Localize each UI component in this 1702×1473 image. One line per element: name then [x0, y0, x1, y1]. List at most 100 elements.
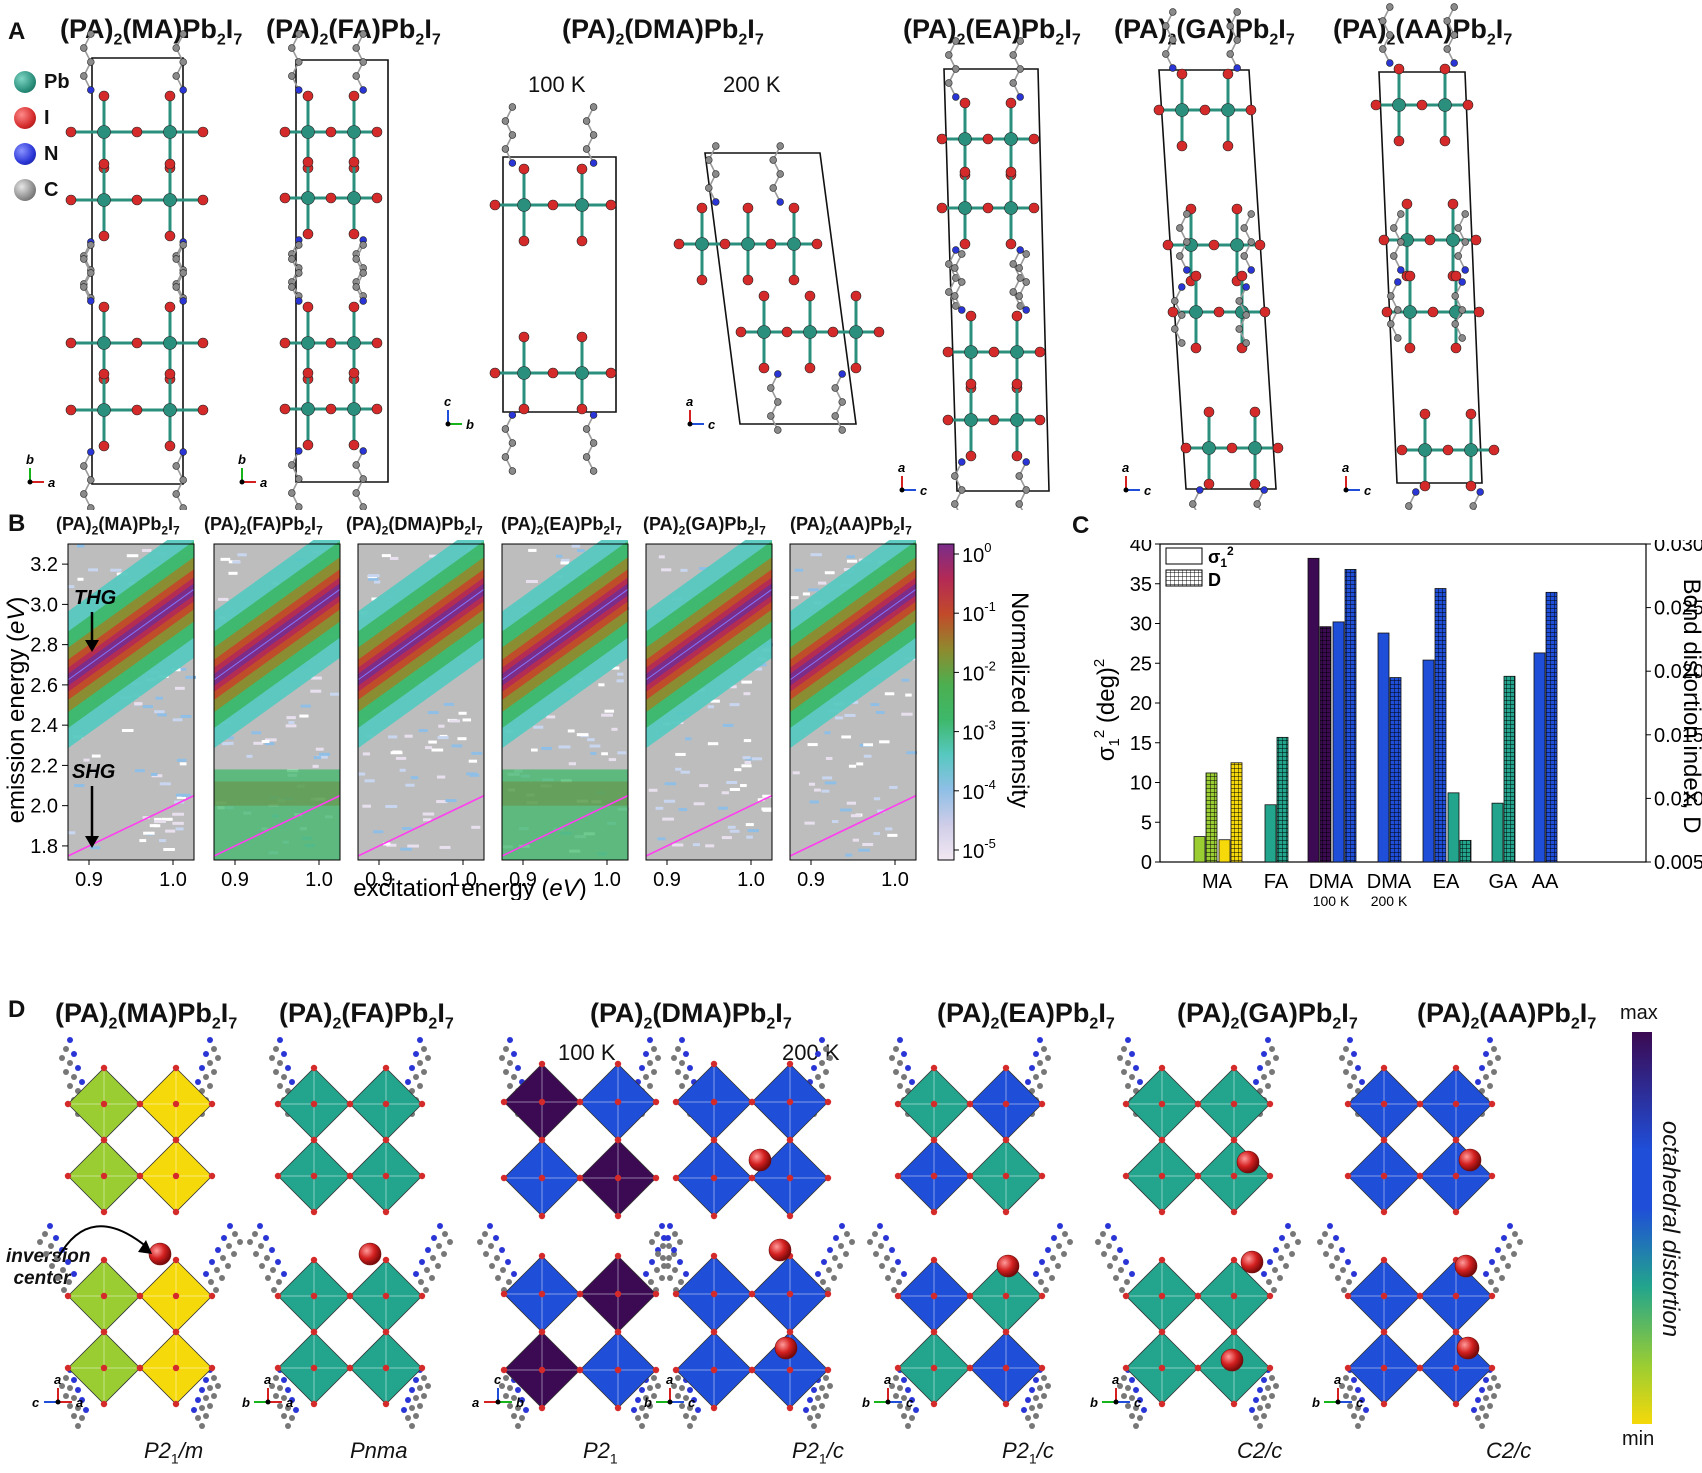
- pb-atom: [1248, 441, 1262, 455]
- inversion-center-sphere: [1236, 1150, 1260, 1174]
- c-atom: [843, 1251, 849, 1257]
- n-atom: [203, 1377, 209, 1383]
- i-vertex: [1452, 1364, 1460, 1372]
- c-atom: [507, 1385, 513, 1391]
- c-atom: [179, 30, 187, 38]
- c-atom: [893, 1046, 899, 1052]
- c-atom: [639, 1423, 645, 1429]
- c-atom: [1117, 1055, 1123, 1061]
- i-atom: [1450, 342, 1462, 354]
- noise-pixel: [141, 548, 152, 552]
- noise-pixel: [824, 731, 831, 735]
- c-atom: [1343, 1375, 1349, 1381]
- c-atom: [1029, 1423, 1035, 1429]
- c-atom: [1041, 1393, 1047, 1399]
- n-atom: [803, 1407, 809, 1413]
- noise-pixel: [707, 705, 715, 709]
- noise-pixel: [224, 741, 234, 745]
- noise-pixel: [448, 719, 461, 723]
- n-atom: [901, 1051, 907, 1057]
- c-atom: [654, 1231, 660, 1237]
- axis-indicator-a-2: cb: [444, 394, 474, 432]
- b-xtick-label: 0.9: [221, 869, 249, 891]
- i-vertex: [930, 1256, 938, 1264]
- c-atom: [1009, 79, 1017, 87]
- panel-b-title-1: (PA)2(FA)Pb2I7: [204, 514, 323, 538]
- i-vertex: [382, 1172, 390, 1180]
- c-atom: [295, 58, 303, 66]
- c-atom: [1015, 264, 1023, 272]
- c-atom: [823, 1375, 829, 1381]
- noise-pixel: [616, 679, 624, 683]
- c-atom: [1257, 1423, 1263, 1429]
- noise-pixel: [680, 770, 690, 774]
- c-atom: [288, 72, 296, 80]
- i-atom: [547, 367, 559, 379]
- noise-pixel: [717, 806, 728, 810]
- axis-indicator-d-6: acb: [1312, 1372, 1364, 1410]
- c-atom: [1397, 210, 1405, 218]
- c-atom: [482, 1231, 488, 1237]
- c-atom: [1495, 1055, 1501, 1061]
- pb-atom: [347, 336, 361, 350]
- pb-i-layer: [279, 90, 383, 174]
- c-left-tick-label: 25: [1130, 653, 1152, 675]
- i-vertex: [1452, 1328, 1460, 1336]
- i-atom: [197, 404, 209, 416]
- pb-i-layer: [1180, 406, 1284, 490]
- noise-pixel: [471, 825, 481, 829]
- c-atom: [1253, 500, 1261, 508]
- i-atom: [302, 301, 314, 313]
- i-atom: [1424, 234, 1436, 246]
- shg-guide-line: [645, 794, 773, 857]
- i-vertex: [1344, 1100, 1352, 1108]
- n-atom: [285, 1387, 291, 1393]
- pb-i-layer: [1370, 63, 1474, 147]
- c-atom: [75, 1405, 81, 1411]
- c-atom: [276, 1279, 282, 1285]
- n-atom: [958, 458, 966, 466]
- c-atom: [359, 58, 367, 66]
- c-atom: [815, 1413, 821, 1419]
- noise-pixel: [608, 758, 617, 762]
- i-vertex: [538, 1060, 546, 1068]
- c-atom-icon: [14, 179, 36, 201]
- n-atom: [191, 1407, 197, 1413]
- c-atom: [352, 489, 360, 497]
- c-atom: [1226, 50, 1234, 58]
- noise-pixel: [824, 781, 837, 785]
- pb-atom: [347, 125, 361, 139]
- noise-pixel: [617, 751, 627, 755]
- d-bar-hatch: [1231, 762, 1242, 862]
- n-atom: [47, 1223, 53, 1229]
- noise-pixel: [560, 561, 570, 565]
- i-vertex: [172, 1100, 180, 1108]
- i-vertex: [930, 1364, 938, 1372]
- noise-pixel: [437, 736, 449, 740]
- c-atom: [705, 184, 713, 192]
- d-bar-hatch: [1206, 772, 1217, 862]
- n-atom: [667, 1223, 673, 1229]
- c-atom: [1125, 1083, 1131, 1089]
- i-vertex: [346, 1100, 354, 1108]
- c-atom: [891, 1287, 897, 1293]
- c-atom: [811, 1405, 817, 1411]
- i-vertex: [100, 1100, 108, 1108]
- noise-pixel: [841, 735, 852, 739]
- noise-pixel: [386, 843, 397, 847]
- noise-pixel: [155, 696, 163, 700]
- inversion-center-sphere: [1454, 1254, 1478, 1278]
- n-atom: [508, 159, 517, 167]
- pb-atom: [163, 125, 177, 139]
- i-vertex: [710, 1174, 718, 1182]
- c-atom: [499, 1055, 505, 1061]
- n-atom: [811, 1065, 817, 1071]
- noise-pixel: [617, 672, 624, 676]
- n-atom: [1351, 1271, 1357, 1277]
- i-atom: [696, 274, 708, 286]
- c-atom: [87, 58, 95, 66]
- c-atom: [890, 1267, 896, 1273]
- n-atom: [665, 1235, 671, 1241]
- c-atom: [359, 30, 367, 38]
- c-atom: [1133, 1405, 1139, 1411]
